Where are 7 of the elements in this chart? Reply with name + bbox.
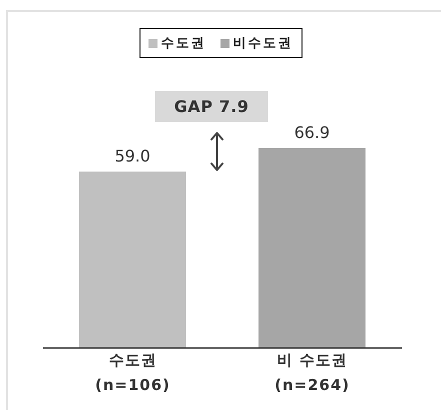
legend-label: 수도권 [161,35,206,52]
data-label: 66.9 [294,123,330,142]
data-label: 59.0 [114,146,150,166]
text: GAP 7.9 [155,91,268,122]
x-tick-label: 수도권 (n=106) [95,351,170,394]
x-tick-label: 비 수도권 (n=264) [274,351,350,394]
legend-label: 비수도권 [233,35,293,52]
